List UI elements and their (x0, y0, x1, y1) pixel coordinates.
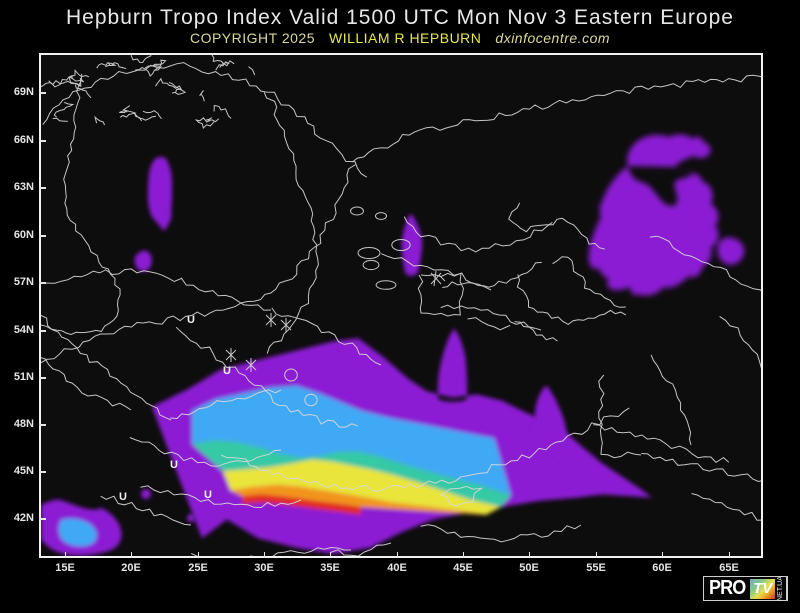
svg-text:U: U (170, 459, 178, 471)
svg-text:U: U (119, 491, 127, 503)
svg-text:U: U (223, 365, 231, 377)
